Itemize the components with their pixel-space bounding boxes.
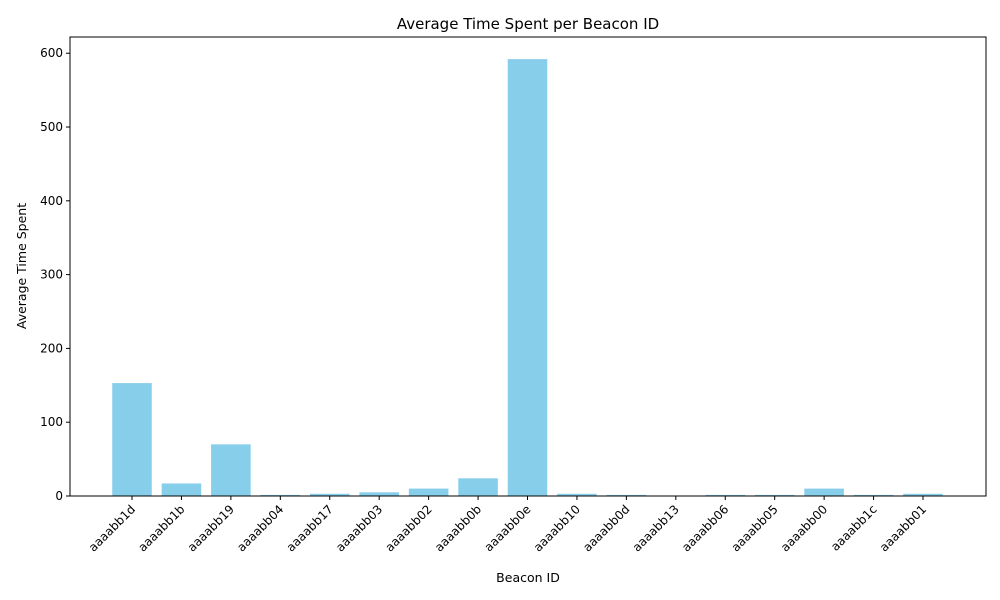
y-tick-label: 500	[40, 120, 63, 134]
bar-aaaabb06	[705, 494, 746, 496]
x-tick-label: aaaabb0e	[482, 502, 534, 554]
x-tick-label: aaaabb02	[382, 502, 434, 554]
x-tick-label: aaaabb19	[185, 502, 237, 554]
bar-aaaabb03	[359, 492, 399, 496]
bar-aaaabb10	[557, 493, 597, 496]
chart-title: Average Time Spent per Beacon ID	[397, 15, 659, 33]
bar-aaaabb04	[260, 494, 301, 496]
x-axis-label: Beacon ID	[496, 570, 560, 585]
bar-aaaabb0d	[606, 494, 647, 496]
x-tick-label: aaaabb0d	[580, 502, 632, 554]
x-tick-label: aaaabb17	[284, 502, 336, 554]
y-axis: 0 100 200 300 400 500 600	[40, 46, 70, 503]
bar-aaaabb1c	[853, 494, 894, 496]
y-tick-label: 600	[40, 46, 63, 60]
bar-aaaabb0e	[507, 59, 548, 496]
x-tick-label: aaaabb06	[679, 502, 731, 554]
bar-aaaabb19	[211, 444, 251, 496]
bar-aaaabb17	[309, 493, 350, 496]
y-tick-label: 200	[40, 341, 63, 355]
x-tick-label: aaaabb00	[778, 502, 830, 554]
bar-aaaabb0b	[458, 478, 498, 496]
bar-aaaabb01	[903, 493, 943, 496]
y-axis-label: Average Time Spent	[14, 203, 29, 329]
x-tick-label: aaaabb05	[729, 502, 781, 554]
x-axis: aaaabb1daaaabb1baaaabb19aaaabb04aaaabb17…	[86, 496, 929, 554]
x-tick-label: aaaabb04	[234, 502, 286, 554]
x-tick-label: aaaabb13	[630, 502, 682, 554]
x-tick-label: aaaabb01	[877, 502, 929, 554]
x-tick-label: aaaabb1b	[135, 502, 187, 554]
bar-aaaabb1b	[161, 483, 202, 496]
bar-aaaabb00	[804, 488, 844, 496]
bar-aaaabb05	[754, 494, 795, 496]
y-tick-label: 300	[40, 268, 63, 282]
x-tick-label: aaaabb1d	[86, 502, 138, 554]
x-tick-label: aaaabb1c	[828, 502, 880, 554]
x-tick-label: aaaabb03	[333, 502, 385, 554]
y-tick-label: 400	[40, 194, 63, 208]
bars-group	[112, 59, 943, 496]
y-tick-label: 100	[40, 415, 63, 429]
x-tick-label: aaaabb10	[531, 502, 583, 554]
y-tick-label: 0	[55, 489, 63, 503]
x-tick-label: aaaabb0b	[432, 502, 484, 554]
bar-aaaabb02	[408, 488, 449, 496]
bar-aaaabb1d	[112, 383, 152, 496]
